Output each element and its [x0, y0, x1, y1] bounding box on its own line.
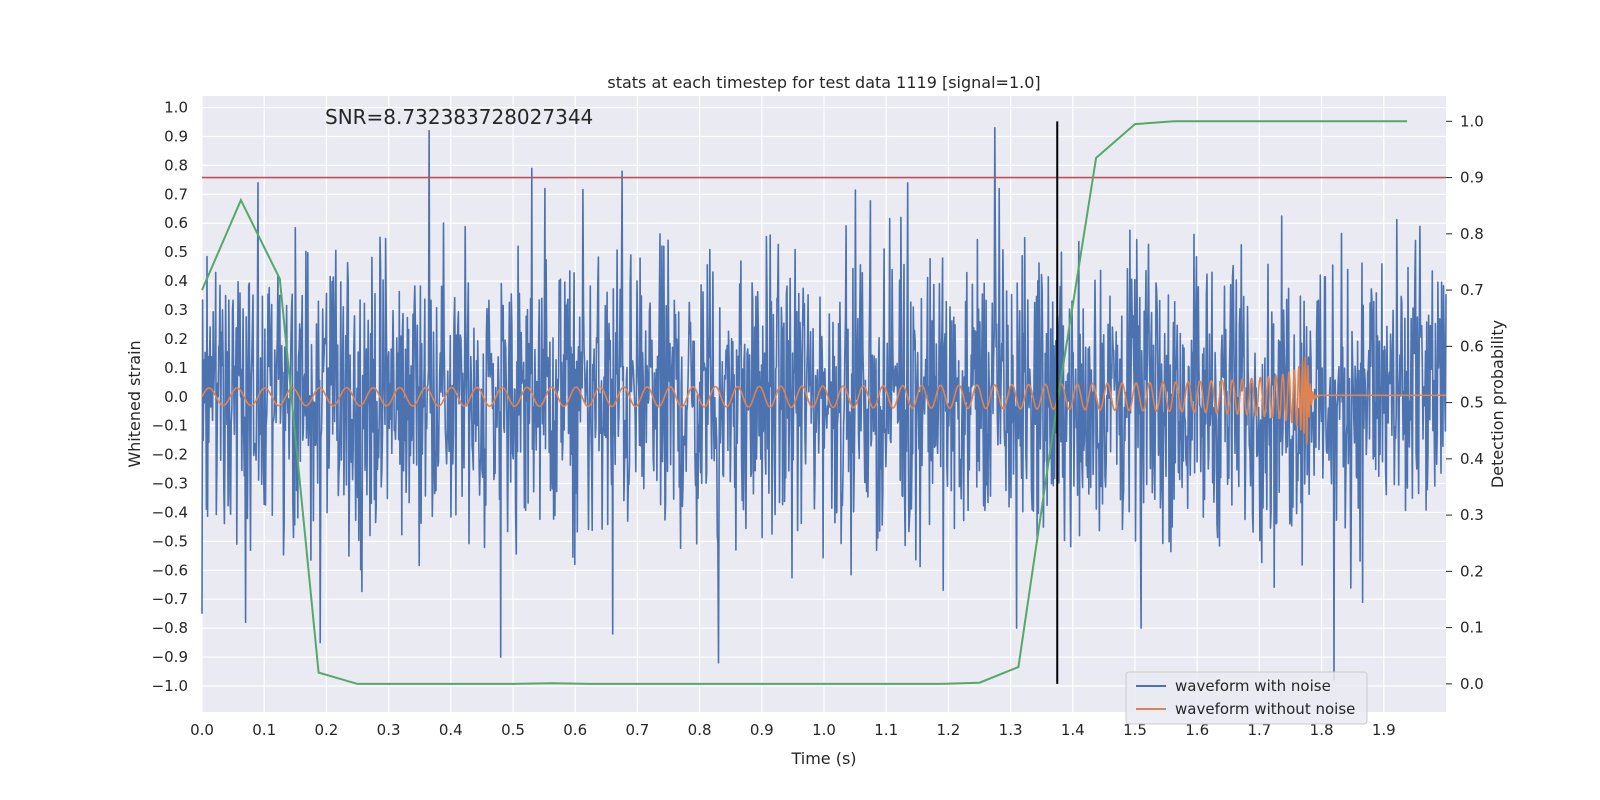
legend-label-noise: waveform with noise — [1175, 677, 1331, 695]
x-tick-label: 0.0 — [190, 721, 214, 739]
y-right-tick-label: 0.9 — [1460, 169, 1484, 187]
x-tick-label: 1.3 — [999, 721, 1023, 739]
y-left-tick-label: −0.9 — [152, 648, 188, 666]
x-tick-label: 0.3 — [377, 721, 401, 739]
x-tick-label: 1.0 — [812, 721, 836, 739]
y-left-tick-label: 1.0 — [164, 99, 188, 117]
y-axis-left-label: Whitened strain — [125, 340, 144, 467]
y-left-tick-label: −0.2 — [152, 446, 188, 464]
x-tick-label: 0.6 — [563, 721, 587, 739]
y-left-tick-label: 0.2 — [164, 330, 188, 348]
x-tick-label: 0.9 — [750, 721, 774, 739]
y-left-tick-label: −0.3 — [152, 475, 188, 493]
series-waveform-without-noise — [201, 356, 1447, 446]
x-tick-label: 1.1 — [874, 721, 898, 739]
legend-box — [1125, 671, 1368, 725]
y-axis-left-ticks: 1.0 0.9 0.8 0.7 0.6 0.5 0.4 0.3 0.2 0.1 0.0 −0.1 −0.… — [152, 99, 188, 695]
x-tick-label: 0.1 — [252, 721, 276, 739]
series-waveform-with-noise — [201, 127, 1447, 681]
y-right-tick-label: 0.1 — [1460, 619, 1484, 637]
y-right-tick-label: 0.8 — [1460, 225, 1484, 243]
x-tick-label: 1.8 — [1310, 721, 1334, 739]
y-left-tick-label: 0.5 — [164, 243, 188, 261]
x-tick-label: 0.7 — [625, 721, 649, 739]
x-tick-label: 1.4 — [1061, 721, 1085, 739]
y-left-tick-label: 0.6 — [164, 214, 188, 232]
x-tick-label: 0.2 — [314, 721, 338, 739]
y-left-tick-label: 0.4 — [164, 272, 188, 290]
y-right-tick-label: 1.0 — [1460, 112, 1484, 130]
y-axis-right-ticks: 1.0 0.9 0.8 0.7 0.6 0.5 0.4 0.3 0.2 0.1 0.0 — [1446, 112, 1484, 693]
y-left-tick-label: −1.0 — [152, 677, 188, 695]
x-tick-label: 1.9 — [1372, 721, 1396, 739]
y-right-tick-label: 0.0 — [1460, 675, 1484, 693]
y-left-tick-label: −0.7 — [152, 590, 188, 608]
y-right-tick-label: 0.7 — [1460, 281, 1484, 299]
x-tick-label: 0.8 — [688, 721, 712, 739]
y-right-tick-label: 0.2 — [1460, 562, 1484, 580]
y-right-tick-label: 0.3 — [1460, 506, 1484, 524]
y-left-tick-label: −0.6 — [152, 561, 188, 579]
legend: waveform with noise waveform without noi… — [1125, 671, 1368, 725]
x-tick-label: 0.4 — [439, 721, 463, 739]
y-left-tick-label: 0.0 — [164, 388, 188, 406]
x-tick-label: 1.6 — [1185, 721, 1209, 739]
x-tick-label: 1.7 — [1247, 721, 1271, 739]
x-axis-label: Time (s) — [790, 749, 856, 768]
y-left-tick-label: 0.3 — [164, 301, 188, 319]
y-left-tick-label: 0.8 — [164, 156, 188, 174]
y-right-tick-label: 0.4 — [1460, 450, 1484, 468]
y-left-tick-label: −0.8 — [152, 619, 188, 637]
snr-annotation: SNR=8.732383728027344 — [325, 105, 593, 129]
chart-title: stats at each timestep for test data 111… — [607, 73, 1040, 92]
x-tick-label: 1.2 — [936, 721, 960, 739]
y-left-tick-label: 0.9 — [164, 127, 188, 145]
y-left-tick-label: 0.1 — [164, 359, 188, 377]
series-detection-probability — [201, 120, 1408, 685]
x-axis-ticks: 0.0 0.1 0.2 0.3 0.4 0.5 0.6 0.7 0.8 0.9 1.0 1.1 1.2 1… — [190, 721, 1396, 739]
x-tick-label: 1.5 — [1123, 721, 1147, 739]
y-left-tick-label: −0.5 — [152, 532, 188, 550]
y-axis-right-label: Detection probability — [1488, 320, 1507, 488]
y-left-tick-label: 0.7 — [164, 185, 188, 203]
x-tick-label: 0.5 — [501, 721, 525, 739]
y-left-tick-label: −0.1 — [152, 417, 188, 435]
y-right-tick-label: 0.5 — [1460, 394, 1484, 412]
y-right-tick-label: 0.6 — [1460, 337, 1484, 355]
series-layer — [201, 120, 1447, 685]
legend-label-clean: waveform without noise — [1175, 700, 1355, 718]
y-left-tick-label: −0.4 — [152, 503, 188, 521]
